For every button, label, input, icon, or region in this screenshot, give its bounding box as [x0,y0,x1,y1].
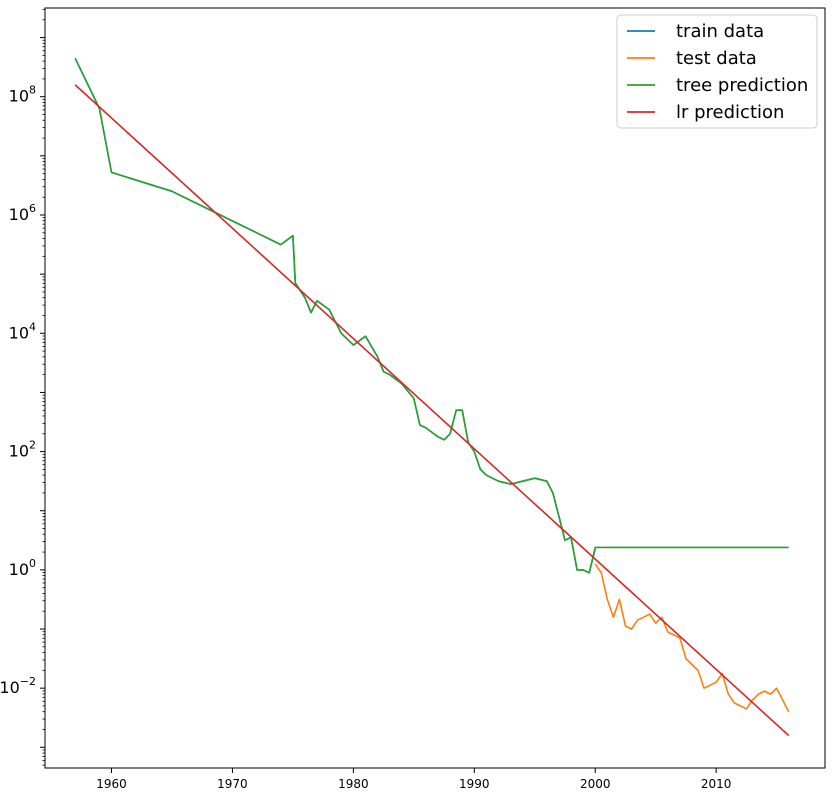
x-tick-label: 1970 [217,777,248,791]
y-tick-label: 102 [9,439,36,461]
y-tick-label: 104 [9,320,36,342]
legend-label: train data [676,21,764,42]
x-tick-label: 1960 [96,777,127,791]
x-tick-label: 2010 [701,777,732,791]
y-tick-label: 100 [9,557,36,579]
plot-area [45,8,825,768]
legend-label: tree prediction [676,75,808,96]
series-layer [74,57,790,737]
x-tick-label: 2000 [580,777,611,791]
y-tick-label: 106 [9,202,36,224]
series-line-test-data [594,563,790,713]
y-axis: 108 106 104 102 100 10−2 [0,8,45,766]
legend: train data test data tree prediction lr pre… [616,14,818,129]
legend-label: test data [676,48,757,69]
y-tick-label: 10−2 [0,675,36,697]
x-axis: 1960 1970 1980 1990 2000 2010 [96,768,731,791]
series-line-lr-prediction [74,84,790,737]
legend-label: lr prediction [676,102,784,123]
x-tick-label: 1990 [459,777,490,791]
x-tick-label: 1980 [338,777,369,791]
y-tick-label: 108 [9,84,36,106]
legend-box [616,14,818,129]
plot-frame [44,7,826,769]
